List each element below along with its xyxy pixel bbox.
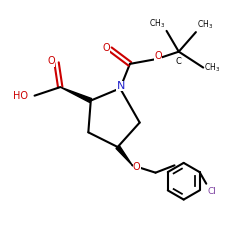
Text: CH$_3$: CH$_3$	[149, 17, 165, 30]
Text: Cl: Cl	[208, 187, 216, 196]
Text: CH$_3$: CH$_3$	[204, 61, 220, 74]
Text: C: C	[176, 57, 182, 66]
Polygon shape	[60, 87, 92, 102]
Polygon shape	[116, 146, 132, 165]
Text: O: O	[47, 56, 55, 66]
Text: O: O	[154, 51, 162, 61]
Text: O: O	[133, 162, 140, 172]
Text: N: N	[116, 82, 125, 92]
Text: O: O	[102, 43, 110, 53]
Text: HO: HO	[14, 91, 28, 101]
Text: CH$_3$: CH$_3$	[197, 18, 213, 31]
